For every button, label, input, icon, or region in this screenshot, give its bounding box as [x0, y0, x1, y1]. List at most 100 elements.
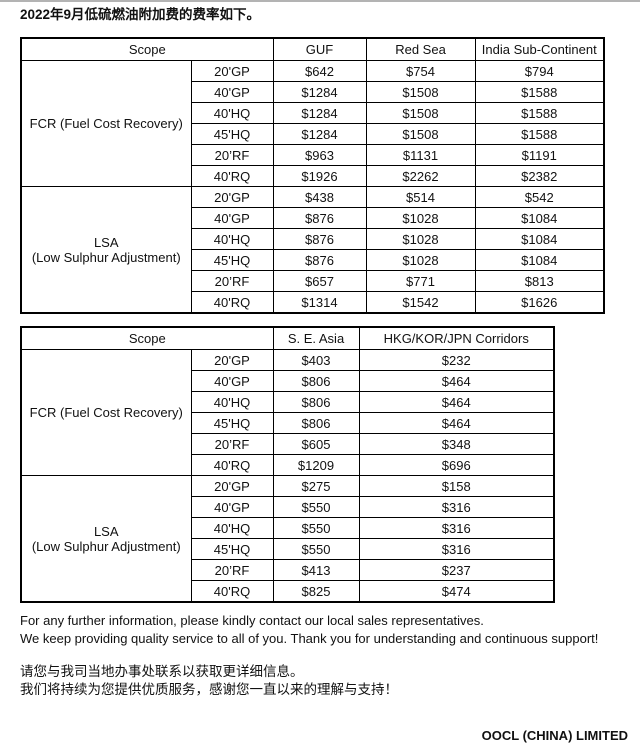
rate-value-cell: $1926	[272, 165, 367, 187]
rate-value-cell: $1284	[272, 102, 367, 124]
table-row: 45'HQ $1284 $1508 $1588	[21, 123, 605, 145]
table-header-row: Scope S. E. Asia HKG/KOR/JPN Corridors	[20, 326, 555, 350]
rate-value-cell: $316	[358, 538, 555, 560]
rate-value-cell: $1588	[474, 102, 605, 124]
rate-value-cell: $1191	[474, 144, 605, 166]
rate-value-cell: $348	[358, 433, 555, 455]
rate-value-cell: $1284	[272, 123, 367, 145]
rate-value-cell: $876	[272, 207, 367, 229]
contact-note-cn-line1: 请您与我司当地办事处联系以获取更详细信息。	[20, 664, 304, 679]
contact-note-cn-line2: 我们将持续为您提供优质服务，感谢您一直以来的理解与支持！	[20, 682, 398, 697]
container-type-cell: 20'GP	[190, 475, 274, 497]
container-type-cell: 40'HQ	[190, 391, 274, 413]
rate-value-cell: $754	[365, 60, 476, 82]
rate-value-cell: $794	[474, 60, 605, 82]
rate-value-cell: $825	[272, 580, 360, 603]
rate-value-cell: $642	[272, 60, 367, 82]
rate-value-cell: $1131	[365, 144, 476, 166]
rate-value-cell: $1314	[272, 291, 367, 314]
rate-value-cell: $806	[272, 391, 360, 413]
container-type-cell: 40'HQ	[190, 517, 274, 539]
table-row: 40'RQ $1314 $1542 $1626	[21, 291, 605, 314]
container-type-cell: 20’RF	[190, 559, 274, 581]
rate-value-cell: $464	[358, 391, 555, 413]
table-row: 40'RQ $1926 $2262 $2382	[21, 165, 605, 187]
rate-value-cell: $771	[365, 270, 476, 292]
company-name-en: OOCL (CHINA) LIMITED	[481, 728, 628, 743]
container-type-cell: 40'GP	[190, 207, 274, 229]
rate-value-cell: $813	[474, 270, 605, 292]
table-row: 45'HQ $550 $316	[21, 538, 555, 560]
table-header: Scope S. E. Asia HKG/KOR/JPN Corridors	[20, 326, 555, 350]
table-row: 40'GP $550 $316	[21, 496, 555, 518]
table-row: 20’RF $963 $1131 $1191	[21, 144, 605, 166]
rate-value-cell: $1284	[272, 81, 367, 103]
rate-value-cell: $2262	[365, 165, 476, 187]
scope-category-cell: FCR (Fuel Cost Recovery)	[20, 60, 192, 187]
container-type-cell: 45'HQ	[190, 412, 274, 434]
table-row: 40'RQ $825 $474	[21, 580, 555, 603]
rate-value-cell: $474	[358, 580, 555, 603]
page-title: 2022年9月低硫燃油附加费的费率如下。	[20, 7, 261, 22]
rate-value-cell: $158	[358, 475, 555, 497]
signature-block: OOCL (CHINA) LIMITED 东方海外货柜航运（中国）有限公司	[20, 727, 628, 743]
container-type-cell: 45'HQ	[190, 249, 274, 271]
rate-value-cell: $1508	[365, 81, 476, 103]
scope-header-cell: Scope	[20, 37, 274, 61]
rate-value-cell: $237	[358, 559, 555, 581]
rate-value-cell: $464	[358, 370, 555, 392]
container-type-cell: 40'HQ	[190, 102, 274, 124]
rate-value-cell: $316	[358, 517, 555, 539]
region-header-cell: Red Sea	[365, 37, 476, 61]
rate-value-cell: $1084	[474, 249, 605, 271]
rate-table-seasia-corridors: Scope S. E. Asia HKG/KOR/JPN Corridors FCR…	[20, 326, 555, 603]
table-header: Scope GUF Red Sea India Sub-Continent	[20, 37, 605, 61]
contact-note-cn: 请您与我司当地办事处联系以获取更详细信息。 我们将持续为您提供优质服务，感谢您一…	[20, 663, 640, 699]
table-row: FCR (Fuel Cost Recovery) 20'GP $403 $232	[20, 349, 555, 476]
rate-value-cell: $1626	[474, 291, 605, 314]
rate-value-cell: $550	[272, 517, 360, 539]
rate-value-cell: $1084	[474, 207, 605, 229]
container-type-cell: 40'HQ	[190, 228, 274, 250]
rate-value-cell: $275	[272, 475, 360, 497]
rate-value-cell: $876	[272, 228, 367, 250]
container-type-cell: 20'GP	[190, 349, 274, 371]
rate-value-cell: $1508	[365, 123, 476, 145]
container-type-cell: 20'GP	[190, 60, 274, 82]
region-header-cell: GUF	[272, 37, 367, 61]
table-row: LSA (Low Sulphur Adjustment) 20'GP $275 $15…	[20, 475, 555, 603]
table-row: 20’RF $657 $771 $813	[21, 270, 605, 292]
rate-value-cell: $963	[272, 144, 367, 166]
table-row: 40'HQ $806 $464	[21, 391, 555, 413]
rate-value-cell: $550	[272, 496, 360, 518]
rate-value-cell: $413	[272, 559, 360, 581]
container-type-cell: 40'RQ	[190, 291, 274, 314]
container-type-cell: 40'GP	[190, 370, 274, 392]
rate-value-cell: $232	[358, 349, 555, 371]
container-type-cell: 40'RQ	[190, 454, 274, 476]
scope-category-cell: LSA (Low Sulphur Adjustment)	[20, 186, 192, 314]
rate-value-cell: $464	[358, 412, 555, 434]
container-type-cell: 40'RQ	[190, 165, 274, 187]
container-type-cell: 20’RF	[190, 144, 274, 166]
container-type-cell: 45'HQ	[190, 538, 274, 560]
rate-value-cell: $1028	[365, 249, 476, 271]
rate-value-cell: $1542	[365, 291, 476, 314]
rate-value-cell: $316	[358, 496, 555, 518]
rate-value-cell: $403	[272, 349, 360, 371]
table-row: LSA (Low Sulphur Adjustment) 20'GP $438 $51…	[20, 186, 605, 314]
rate-value-cell: $2382	[474, 165, 605, 187]
rate-value-cell: $550	[272, 538, 360, 560]
container-type-cell: 40'GP	[190, 496, 274, 518]
rate-value-cell: $605	[272, 433, 360, 455]
table-row: 20’RF $413 $237	[21, 559, 555, 581]
scope-category-cell: LSA (Low Sulphur Adjustment)	[20, 475, 192, 603]
contact-note-line2: We keep providing quality service to all…	[20, 631, 599, 646]
rate-table-guf-redsea-india: Scope GUF Red Sea India Sub-Continent FCR (…	[20, 37, 605, 314]
rate-value-cell: $696	[358, 454, 555, 476]
contact-note-en: For any further information, please kind…	[20, 612, 640, 648]
rate-value-cell: $1028	[365, 207, 476, 229]
rate-value-cell: $1028	[365, 228, 476, 250]
rate-value-cell: $1209	[272, 454, 360, 476]
